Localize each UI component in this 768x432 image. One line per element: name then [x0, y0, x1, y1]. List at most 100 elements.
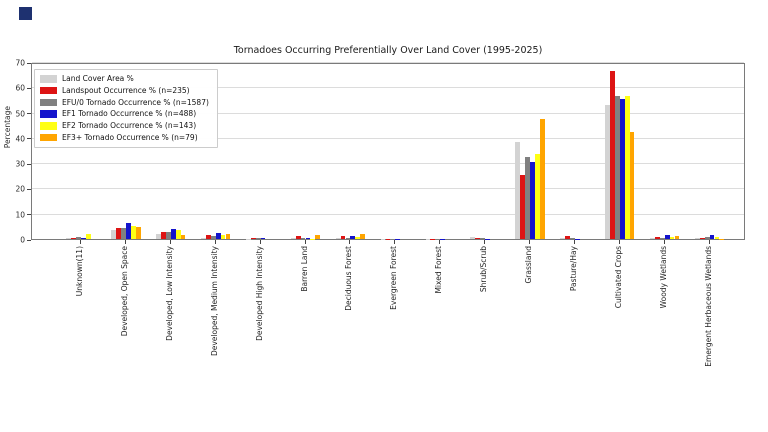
plot-area: Land Cover Area % Landspout Occurrence % …	[31, 62, 745, 240]
bar	[175, 230, 181, 239]
x-tick-mark	[708, 240, 710, 244]
y-tick-label: 50	[15, 109, 25, 119]
bar	[475, 238, 481, 239]
x-tick-mark	[439, 240, 441, 244]
y-tick-mark	[27, 188, 31, 190]
bar	[610, 70, 615, 239]
bar	[560, 238, 566, 239]
bar	[335, 237, 341, 239]
bar	[699, 238, 705, 239]
x-tick-mark	[484, 240, 486, 244]
y-tick-mark	[27, 62, 31, 64]
x-tick-mark	[618, 240, 620, 244]
gridline	[32, 112, 744, 114]
legend-label: Landspout Occurrence % (n=235)	[62, 85, 190, 95]
x-tick-label: Woody Wetlands	[658, 246, 668, 309]
bar	[165, 231, 171, 239]
y-tick-label: 30	[15, 159, 25, 169]
x-tick-label: Cultivated Crops	[613, 246, 623, 309]
x-tick-label: Shrub/Scrub	[479, 246, 489, 293]
bar	[121, 228, 126, 239]
bar	[390, 238, 396, 239]
legend-label: EFU/0 Tornado Occurrence % (n=1587)	[62, 97, 209, 107]
bar	[614, 96, 620, 239]
bar	[350, 235, 356, 239]
legend-label: Land Cover Area %	[62, 74, 134, 83]
y-axis-label: Percentage	[3, 106, 12, 149]
bar	[125, 223, 131, 239]
bar	[355, 236, 361, 239]
bar	[66, 238, 72, 239]
y-tick-mark	[27, 163, 31, 165]
y-tick-mark	[27, 87, 31, 89]
bar	[305, 238, 311, 239]
gridline	[32, 137, 744, 139]
x-tick-mark	[663, 240, 665, 244]
x-tick-mark	[573, 240, 575, 244]
bar	[619, 98, 625, 239]
bar	[170, 228, 176, 239]
x-tick-label: Developed, Low Intensity	[164, 246, 174, 341]
legend-entry: EF3+ Tornado Occurrence % (n=79)	[40, 133, 209, 143]
x-tick-label: Deciduous Forest	[344, 246, 354, 311]
bar	[719, 238, 725, 239]
bar	[156, 233, 161, 239]
corner-accent-square	[19, 7, 32, 20]
legend-entry: Land Cover Area %	[40, 74, 209, 84]
bar	[215, 232, 221, 239]
bar	[650, 238, 655, 239]
legend-swatch	[40, 110, 57, 118]
gridline	[32, 163, 744, 165]
bar	[81, 238, 86, 239]
bar	[300, 238, 306, 239]
bar	[669, 236, 675, 239]
bar	[709, 235, 715, 239]
chart-title: Tornadoes Occurring Preferentially Over …	[233, 45, 543, 56]
bar	[345, 237, 351, 239]
bar	[225, 234, 231, 239]
bar	[704, 236, 710, 239]
bar	[470, 236, 476, 239]
bar	[180, 235, 186, 239]
bar	[250, 238, 256, 239]
x-tick-mark	[304, 240, 306, 244]
y-tick-label: 60	[15, 83, 25, 93]
x-tick-label: Emergent Herbaceous Wetlands	[703, 246, 713, 367]
bar	[605, 105, 610, 239]
bar	[161, 232, 166, 239]
bar	[515, 141, 521, 239]
bar	[210, 236, 216, 239]
bar	[574, 238, 580, 239]
y-tick-mark	[27, 138, 31, 140]
legend-entry: EF1 Tornado Occurrence % (n=488)	[40, 109, 209, 119]
bar	[201, 237, 206, 239]
bar	[255, 238, 261, 239]
legend-entry: EF2 Tornado Occurrence % (n=143)	[40, 121, 209, 131]
bar	[629, 131, 635, 239]
x-tick-mark	[80, 240, 81, 244]
bar	[654, 236, 660, 239]
x-tick-label: Developed High Intensity	[254, 246, 264, 341]
bar	[565, 236, 570, 239]
legend-entry: EFU/0 Tornado Occurrence % (n=1587)	[40, 98, 209, 108]
bar	[85, 233, 91, 239]
gridline	[32, 87, 744, 89]
bar	[205, 235, 211, 239]
x-tick-label: Pasture/Hay	[568, 246, 578, 292]
bar	[111, 230, 117, 239]
legend-swatch	[40, 133, 57, 142]
bar	[659, 238, 665, 239]
x-tick-label: Grassland	[524, 246, 533, 284]
gridline	[32, 62, 744, 63]
x-tick-label: Developed, Open Space	[119, 246, 129, 337]
y-tick-mark	[27, 214, 31, 216]
x-tick-mark	[169, 240, 171, 244]
bar	[624, 96, 630, 239]
x-tick-mark	[349, 240, 351, 244]
y-tick-label: 40	[15, 134, 25, 144]
y-tick-label: 20	[15, 184, 25, 194]
y-tick-label: 70	[15, 58, 25, 68]
bar	[525, 156, 530, 239]
legend-swatch	[40, 122, 57, 130]
x-tick-label: Evergreen Forest	[389, 246, 399, 310]
